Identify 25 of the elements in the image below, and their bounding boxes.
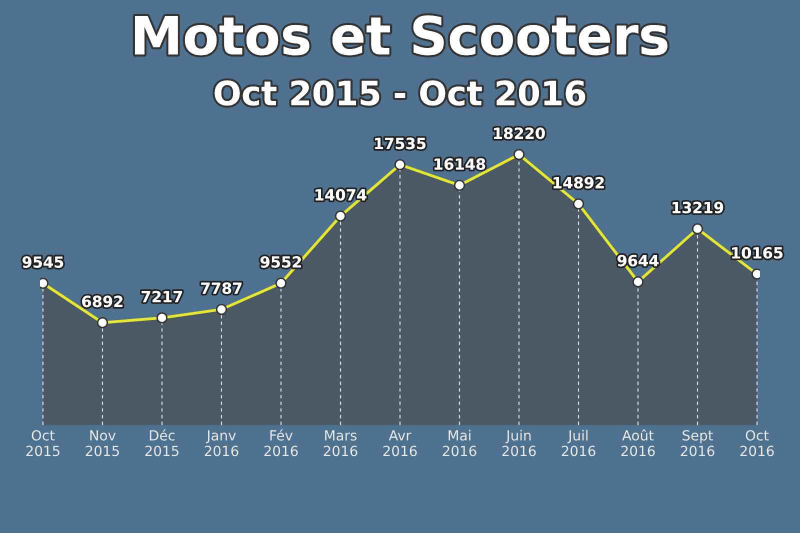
chart-subtitle: Oct 2015 - Oct 2016	[214, 80, 586, 106]
chart-title: Motos et Scooters	[134, 15, 668, 56]
x-tick-label: Mars 2016	[324, 430, 358, 456]
data-label: 10165	[732, 247, 783, 259]
x-tick-label: Juil 2016	[562, 430, 596, 456]
x-tick-label: Oct 2016	[740, 430, 774, 456]
data-label: 14892	[554, 176, 604, 188]
data-label: 18220	[494, 128, 545, 140]
x-tick-label: Oct 2015	[26, 430, 60, 456]
x-tick-label: Déc 2015	[145, 429, 178, 456]
x-tick-label: Janv 2016	[204, 430, 238, 456]
data-label: 13219	[672, 202, 724, 214]
x-tick-label: Juin 2016	[502, 430, 536, 456]
x-tick-label: Mai 2016	[442, 430, 476, 456]
x-tick-label: Août 2016	[621, 429, 655, 456]
x-tick-label: Nov 2015	[86, 430, 119, 456]
data-label: 9545	[22, 256, 64, 268]
x-tick-label: Avr 2016	[383, 430, 417, 456]
x-tick-label: Fév 2016	[264, 429, 298, 456]
data-label: 7217	[142, 290, 182, 302]
x-tick-label: Sept 2016	[680, 430, 714, 456]
data-label: 17535	[375, 138, 426, 150]
data-label: 7787	[201, 282, 242, 294]
data-label: 16148	[434, 158, 486, 170]
data-label: 6892	[82, 296, 122, 308]
